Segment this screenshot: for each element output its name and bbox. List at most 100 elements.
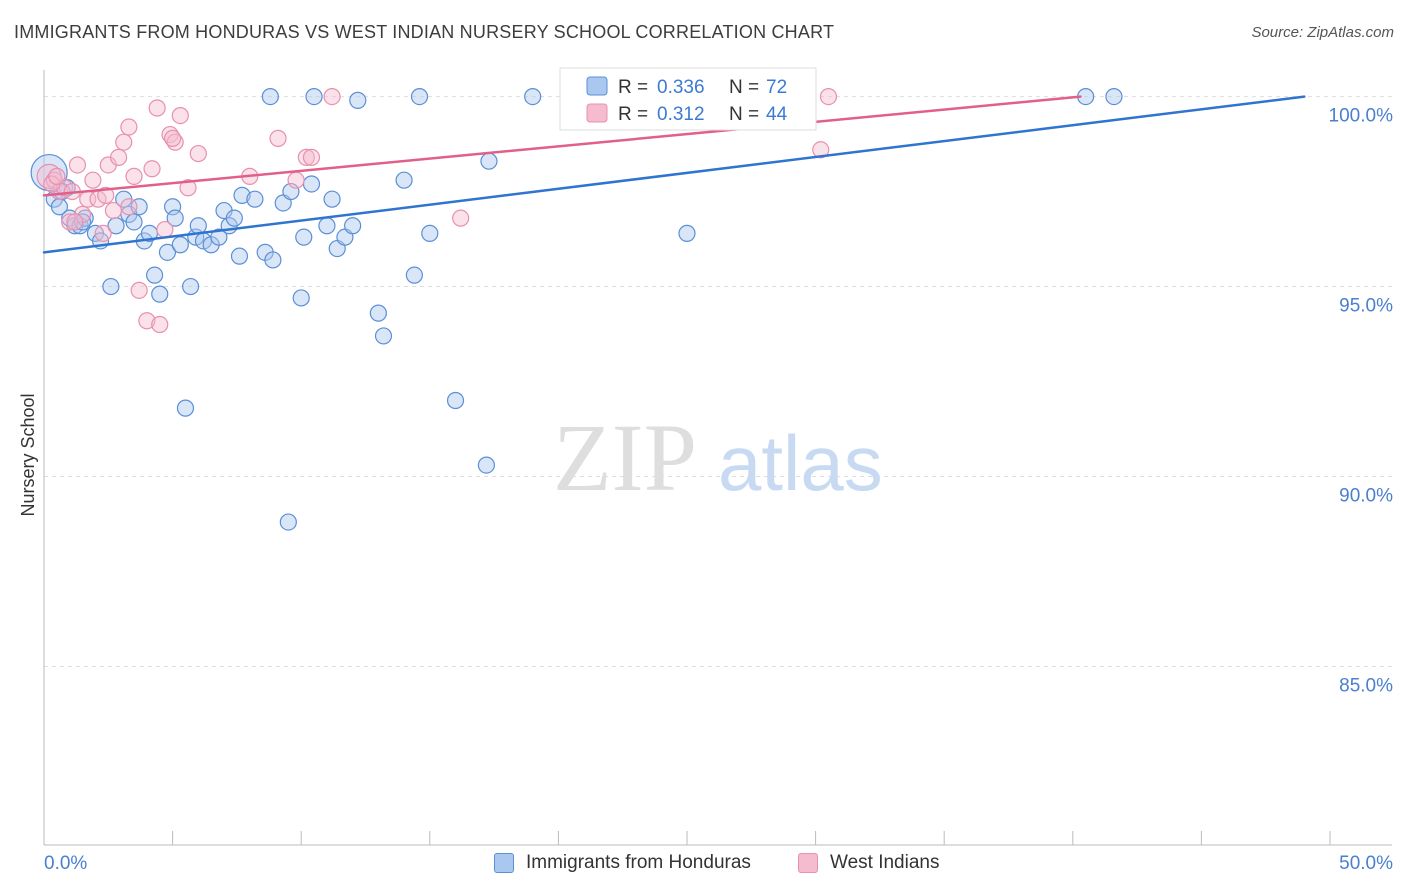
x-tick-label: 50.0% [1339,853,1393,874]
point-west-indians [189,144,207,163]
watermark: ZIP atlas [553,404,883,511]
point-west-indians [104,201,123,220]
point-honduras [225,209,243,227]
point-honduras [102,277,120,296]
point-west-indians [164,129,182,147]
point-honduras [349,91,367,109]
point-west-indians [452,209,470,227]
point-west-indians [812,141,830,159]
point-honduras [166,209,184,227]
y-tick-label: 85.0% [1339,675,1393,696]
point-honduras [292,289,310,307]
point-west-indians [171,106,189,125]
point-honduras [230,247,249,265]
point-west-indians [48,167,66,185]
legend-r-value: 0.336 [657,77,705,98]
watermark-atlas: atlas [718,419,883,507]
source-label: Source: ZipAtlas.com [1251,24,1394,41]
y-tick-label: 90.0% [1339,485,1393,506]
point-honduras [446,391,465,410]
point-honduras [410,87,429,106]
point-west-indians [66,213,84,231]
point-honduras [421,224,439,242]
point-west-indians [819,87,838,106]
point-west-indians [94,224,112,242]
point-west-indians [120,118,138,136]
y-tick-label: 100.0% [1329,106,1394,127]
point-west-indians [138,312,156,330]
point-west-indians [302,148,321,166]
point-honduras [176,399,195,417]
point-honduras [264,251,282,269]
point-honduras [246,190,264,208]
point-west-indians [125,167,143,185]
point-honduras [524,87,542,106]
point-honduras [678,224,696,242]
point-honduras [145,266,164,284]
watermark-zip: ZIP [553,404,697,511]
point-west-indians [61,213,79,231]
point-west-indians [287,171,305,189]
point-honduras [182,277,200,296]
y-axis-label: Nursery School [18,393,38,516]
point-west-indians [115,133,133,151]
legend-swatch-blue [586,76,608,96]
legend-r-label: R = [618,104,648,125]
point-west-indians [84,171,102,189]
point-honduras [261,87,279,106]
point-west-indians [97,186,115,204]
point-honduras [210,228,228,246]
point-honduras [395,171,413,189]
legend-r-label: R = [618,77,648,98]
trend-line-west-indians [42,95,1082,197]
axes [43,70,1392,846]
legend-n-value: 72 [766,77,787,98]
point-honduras [171,236,189,254]
point-honduras [477,456,495,474]
point-honduras [151,285,169,303]
legend-item-west-indians: West Indians [798,852,939,874]
point-honduras [30,153,68,192]
point-honduras [158,243,177,261]
point-honduras [1105,87,1123,106]
legend-n-label: N = [729,104,759,125]
point-west-indians [269,129,287,147]
chart-title: IMMIGRANTS FROM HONDURAS VS WEST INDIAN … [14,22,835,42]
point-west-indians [130,281,148,299]
point-honduras [125,213,143,231]
legend-label-west-indians: West Indians [830,852,940,873]
point-west-indians [156,220,174,239]
legend-item-honduras: Immigrants from Honduras [494,852,751,874]
point-honduras [344,217,362,235]
tick-labels: 100.0% 95.0% 90.0% 85.0% 0.0% 50.0% [44,106,1393,874]
y-tick-label: 95.0% [1339,296,1393,317]
legend-label-honduras: Immigrants from Honduras [526,852,751,873]
point-honduras [369,304,387,322]
point-honduras [323,190,341,208]
point-honduras [302,175,321,193]
point-west-indians [120,198,138,216]
trend-line-honduras [42,95,1306,254]
point-west-indians [148,99,166,117]
legend-n-value: 44 [766,104,788,125]
point-west-indians [68,156,87,174]
point-west-indians [151,315,169,334]
point-west-indians [323,87,341,106]
legend-top: R = 0.336 N = 72 R = 0.312 N = 44 [559,67,817,131]
point-west-indians [297,148,315,166]
point-honduras [305,87,323,106]
legend-swatch-honduras [494,853,514,873]
point-west-indians [109,148,128,166]
data-points [30,87,1123,531]
x-tick-label: 0.0% [44,853,87,874]
legend-n-label: N = [729,77,759,98]
point-west-indians [179,179,197,197]
point-honduras [318,217,336,235]
legend-swatch-west-indians [798,853,818,873]
trend-lines [42,95,1306,254]
legend-swatch-pink [586,103,608,123]
point-honduras [480,152,498,170]
point-west-indians [143,160,161,178]
point-honduras [295,228,313,246]
